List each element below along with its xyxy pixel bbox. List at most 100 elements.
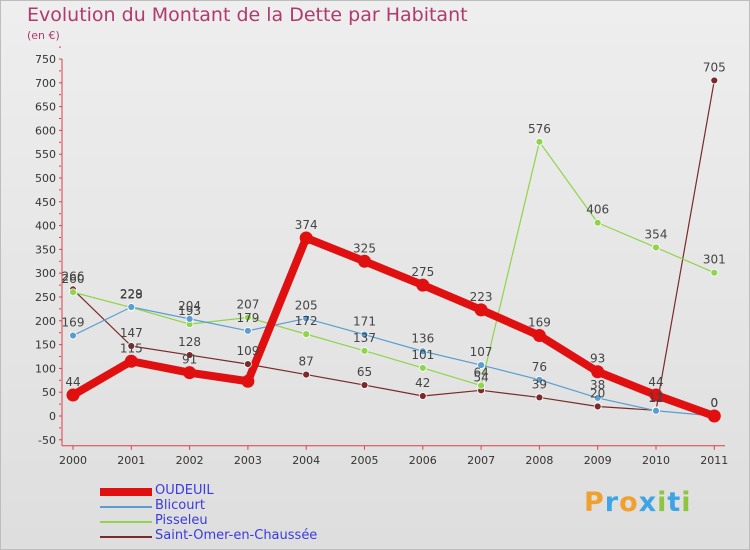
data-label: 76: [532, 360, 547, 374]
data-point: [243, 326, 252, 335]
logo-letter: i: [681, 487, 692, 518]
data-label: 87: [299, 355, 314, 369]
series-lines: [70, 80, 716, 420]
data-label: 11: [648, 391, 663, 405]
y-tick-label: 700: [35, 77, 56, 90]
data-label: 193: [178, 304, 201, 318]
series-points: [66, 76, 721, 423]
data-label: 207: [236, 297, 259, 311]
data-point: [652, 243, 660, 252]
data-label: 137: [353, 331, 376, 345]
data-label: 101: [411, 348, 434, 362]
data-label: 91: [182, 353, 197, 367]
legend-label: Pisseleu: [155, 513, 208, 528]
y-tick-label: 400: [35, 220, 56, 233]
data-label: 301: [703, 253, 726, 267]
x-tick-label: 2008: [525, 454, 553, 467]
y-tick-label: 750: [35, 53, 56, 66]
data-point: [593, 218, 602, 227]
data-label: 0: [710, 396, 718, 410]
data-label: 354: [645, 227, 668, 241]
data-point: [299, 231, 313, 245]
data-label: 169: [62, 316, 85, 330]
data-label: 229: [120, 287, 143, 301]
legend-swatch: [100, 536, 152, 538]
data-label: 169: [528, 316, 551, 330]
data-point: [532, 329, 546, 343]
data-label: 179: [236, 311, 259, 325]
data-label: 266: [62, 269, 85, 283]
data-label: 171: [353, 315, 376, 329]
x-tick-label: 2003: [234, 454, 262, 467]
data-point: [302, 314, 311, 323]
data-point: [127, 303, 136, 311]
y-tick-label: 200: [35, 315, 56, 328]
logo-letter: P: [584, 487, 605, 518]
data-label: 54: [473, 370, 488, 384]
data-label: 0: [710, 396, 718, 410]
data-label: 107: [470, 345, 493, 359]
data-point: [418, 364, 427, 372]
y-tick-label: 350: [35, 243, 56, 256]
data-point: [649, 388, 663, 402]
data-label: 93: [590, 352, 605, 366]
y-tick-label: -50: [38, 434, 56, 447]
data-point: [593, 402, 602, 411]
data-label: 136: [411, 331, 434, 345]
data-label: 128: [178, 335, 201, 349]
legend-swatch: [100, 521, 152, 523]
data-point: [707, 409, 721, 423]
data-label: 275: [411, 265, 434, 279]
data-point: [243, 313, 252, 322]
x-tick-label: 2006: [409, 454, 437, 467]
x-tick-label: 2010: [642, 454, 670, 467]
data-label: 374: [295, 218, 318, 232]
y-tick-label: 50: [42, 386, 56, 399]
y-tick-label: 0: [49, 410, 56, 423]
logo-letter: o: [619, 487, 639, 518]
data-label: 204: [178, 299, 201, 313]
legend-label: Blicourt: [155, 498, 205, 513]
data-label: 705: [703, 60, 726, 74]
data-label: 42: [415, 376, 430, 390]
data-label: 12: [648, 390, 663, 404]
data-label: 325: [353, 241, 376, 255]
y-tick-label: 150: [35, 339, 56, 352]
data-point: [535, 393, 544, 402]
data-point: [183, 366, 197, 380]
legend-label: OUDEUIL: [155, 483, 214, 498]
data-label: 576: [528, 122, 551, 136]
data-point: [302, 370, 311, 379]
x-tick-label: 2011: [700, 454, 728, 467]
data-point: [243, 360, 252, 369]
data-point: [474, 303, 488, 317]
data-label: 109: [236, 344, 259, 358]
logo-letter: x: [638, 487, 658, 518]
data-label: 205: [295, 298, 318, 312]
data-label: 20: [590, 386, 605, 400]
data-point: [710, 268, 719, 277]
data-label: 228: [120, 287, 143, 301]
y-tick-label: 550: [35, 148, 56, 161]
series-line-0: [70, 233, 716, 420]
x-tick-label: 2005: [351, 454, 379, 467]
proxiti-logo: Proxiti: [584, 487, 692, 518]
data-label: 223: [470, 290, 493, 304]
x-tick-label: 2000: [59, 454, 87, 467]
data-point: [652, 406, 660, 415]
data-label: 38: [590, 378, 605, 392]
y-tick-label: 250: [35, 291, 56, 304]
data-point: [69, 331, 77, 340]
axes: -500501001502002503003504004505005506006…: [35, 46, 728, 467]
legend-label: Saint-Omer-en-Chaussée: [155, 528, 318, 543]
data-point: [710, 76, 719, 85]
data-point: [124, 354, 138, 368]
data-point: [127, 342, 136, 350]
data-label: 260: [62, 272, 85, 286]
data-label: 44: [648, 375, 663, 389]
data-point: [358, 254, 371, 268]
data-point: [418, 347, 427, 356]
data-point: [360, 381, 369, 389]
